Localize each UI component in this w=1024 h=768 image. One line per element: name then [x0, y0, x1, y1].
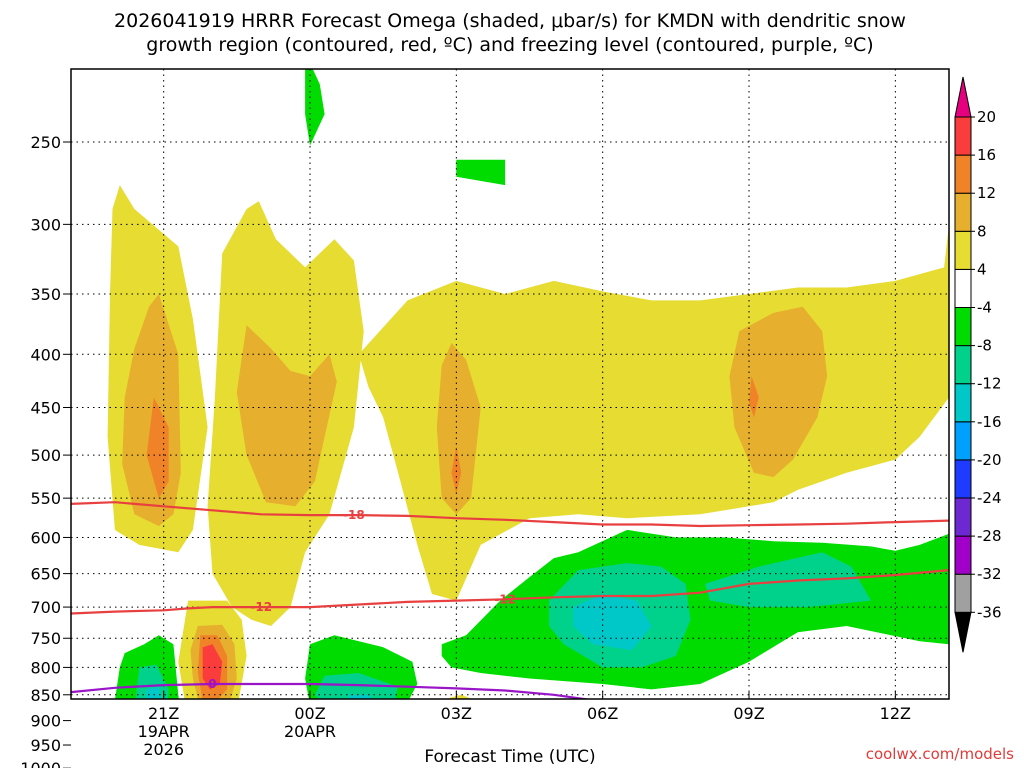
- colorbar-swatch: [954, 268, 972, 308]
- y-tick-label: 850: [30, 686, 61, 705]
- omega-region-green-top-1: [305, 69, 325, 146]
- colorbar-swatch: [954, 497, 972, 537]
- colorbar-label: -4: [977, 299, 992, 317]
- y-tick-label: 1000: [20, 759, 61, 768]
- colorbar-label: -16: [977, 413, 1002, 431]
- contour-minus12-isotherm: [71, 569, 949, 615]
- colorbar-label: -28: [977, 527, 1002, 545]
- colorbar-swatch: [954, 573, 972, 613]
- omega-region-cyan-center: [349, 694, 373, 699]
- contour-label-freezing-level: 0: [208, 677, 216, 691]
- colorbar-swatch: [954, 116, 972, 156]
- colorbar-swatch: [954, 230, 972, 270]
- colorbar-swatch: [954, 345, 972, 385]
- x-tick-label: 06Z: [587, 704, 618, 723]
- y-tick-label: 500: [30, 446, 61, 465]
- colorbar-label: 8: [977, 222, 987, 240]
- colorbar-swatch-bottom: [954, 611, 972, 653]
- x-tick-date-label: 19APR: [138, 722, 190, 741]
- contour-freezing-level: [71, 682, 593, 699]
- y-tick-label: 900: [30, 712, 61, 731]
- omega-region-teal-left: [135, 664, 169, 699]
- chart-title-line-2: growth region (contoured, red, ºC) and f…: [146, 34, 873, 56]
- omega-region-green-top-2: [456, 159, 506, 186]
- y-tick-label: 400: [30, 345, 61, 364]
- y-tick-label: 250: [30, 133, 61, 152]
- colorbar-label: 16: [977, 146, 996, 164]
- x-tick-label: 00Z: [294, 704, 325, 723]
- colorbar-swatch-top: [954, 76, 972, 118]
- omega-region-darkorange-0330: [451, 446, 462, 494]
- x-axis-label: Forecast Time (UTC): [424, 747, 595, 767]
- y-tick-label: 800: [30, 658, 61, 677]
- contour-minus18-isotherm: [71, 501, 949, 528]
- colorbar-swatch: [954, 192, 972, 232]
- omega-region-green-right-large: [441, 529, 949, 690]
- colorbar-label: 20: [977, 108, 996, 126]
- contour-label-minus18-isotherm: -18: [343, 508, 365, 522]
- colorbar-label: -24: [977, 489, 1002, 507]
- y-tick-label: 450: [30, 399, 61, 418]
- x-tick-date-label: 20APR: [284, 722, 336, 741]
- omega-region-orange-center: [236, 325, 337, 507]
- colorbar-label: 4: [977, 260, 987, 278]
- omega-region-orange-1230: [773, 726, 822, 745]
- y-tick-label: 650: [30, 565, 61, 584]
- colorbar-label: -20: [977, 451, 1002, 469]
- colorbar-label: -12: [977, 375, 1002, 393]
- y-tick-label: 550: [30, 489, 61, 508]
- colorbar-swatch: [954, 307, 972, 347]
- colorbar-swatch: [954, 154, 972, 194]
- plot-frame: [70, 68, 950, 700]
- colorbar-swatch: [954, 459, 972, 499]
- chart-title-line-1: 2026041919 HRRR Forecast Omega (shaded, …: [114, 10, 906, 32]
- colorbar-label: -32: [977, 565, 1002, 583]
- omega-region-yellow-bottom: [445, 694, 473, 699]
- y-tick-label: 600: [30, 528, 61, 547]
- omega-region-darkorange-left: [146, 397, 169, 499]
- contour-label-minus12-isotherm: -12: [250, 600, 272, 614]
- x-tick-year-label: 2026: [143, 740, 184, 759]
- y-tick-label: 750: [30, 629, 61, 648]
- contour-label-minus12-isotherm: -12: [494, 592, 516, 606]
- omega-region-red-lower: [202, 644, 223, 690]
- colorbar-label: -36: [977, 603, 1002, 621]
- x-tick-label: 12Z: [880, 704, 911, 723]
- credit-text: coolwx.com/models: [866, 745, 1014, 763]
- colorbar-label: -8: [977, 337, 992, 355]
- y-axis-ticks: 250 300 350 400 450 500 550 600 650 700 750 800 850 9…: [20, 133, 71, 768]
- y-tick-label: 300: [30, 215, 61, 234]
- grid-lines: [71, 69, 949, 699]
- omega-region-darkorange-0930: [749, 376, 759, 418]
- contour-lines: -18 -12 -12 0: [71, 501, 949, 699]
- colorbar-swatch: [954, 421, 972, 461]
- omega-region-teal-right-2: [705, 552, 871, 608]
- x-tick-label: 03Z: [441, 704, 472, 723]
- x-tick-label: 21Z: [148, 704, 179, 723]
- colorbar-label: 12: [977, 184, 996, 202]
- y-tick-label: 350: [30, 285, 61, 304]
- colorbar: -36 -32 -28 -24 -20 -16 -12 -8 -4 4 8 12 16 20: [954, 76, 1002, 653]
- omega-shading-layer: [107, 69, 949, 745]
- colorbar-swatch: [954, 383, 972, 423]
- omega-region-cyan-left: [145, 686, 162, 699]
- omega-region-orange-0930: [729, 306, 828, 478]
- colorbar-swatch: [954, 535, 972, 575]
- omega-region-orange-0330: [436, 342, 481, 515]
- y-tick-label: 950: [30, 736, 61, 755]
- x-tick-label: 09Z: [733, 704, 764, 723]
- omega-region-cyan-right: [573, 594, 652, 651]
- y-tick-label: 700: [30, 598, 61, 617]
